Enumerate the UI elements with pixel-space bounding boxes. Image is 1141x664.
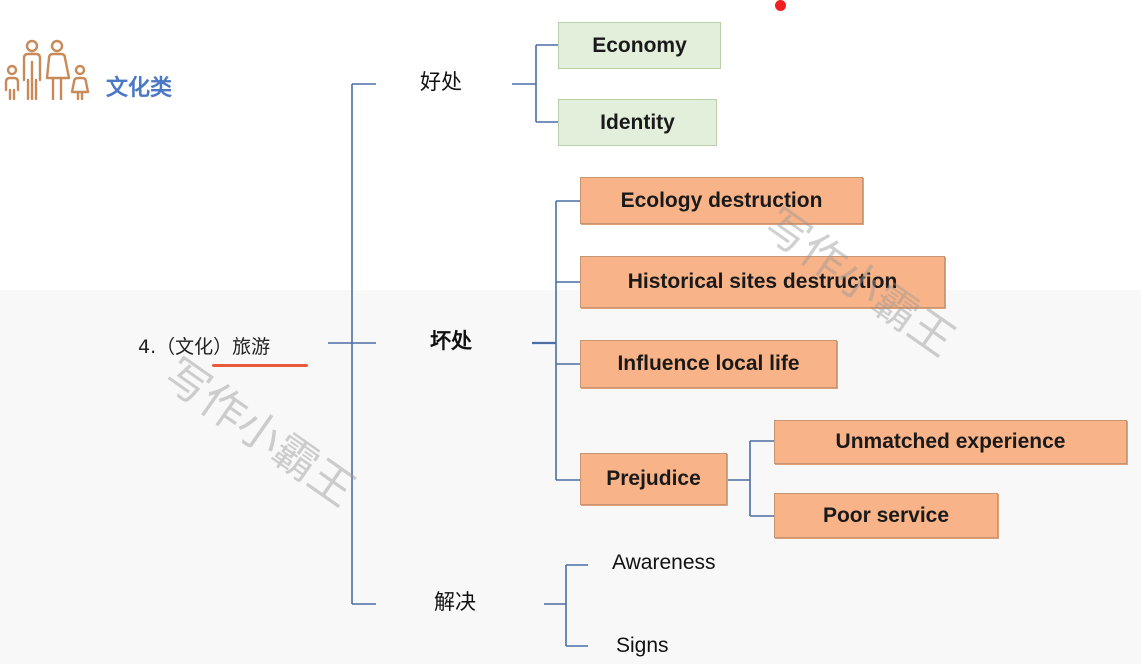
branch-harms-label: 坏处 — [430, 329, 472, 353]
benefit-economy-node: Economy — [558, 22, 721, 69]
benefit-identity-node: Identity — [558, 99, 717, 146]
background-lower — [0, 290, 1141, 664]
family-icon — [4, 39, 90, 101]
solution-signs-label: Signs — [616, 634, 669, 657]
harm-ecology-node: Ecology destruction — [580, 177, 863, 224]
prejudice-unmatched-experience-node: Unmatched experience — [774, 420, 1127, 464]
prejudice-poor-service-node: Poor service — [774, 493, 998, 538]
harm-local-life-node: Influence local life — [580, 340, 837, 388]
branch-benefits-label: 好处 — [420, 70, 462, 94]
root-topic: 4.（文化）旅游 — [138, 336, 271, 358]
solution-awareness-label: Awareness — [612, 551, 716, 574]
harm-historical-sites-node: Historical sites destruction — [580, 256, 945, 308]
harm-prejudice-node: Prejudice — [580, 453, 727, 505]
category-title: 文化类 — [106, 76, 173, 101]
branch-solutions-label: 解决 — [434, 590, 476, 614]
red-dot — [775, 0, 786, 11]
root-underline — [212, 364, 308, 367]
